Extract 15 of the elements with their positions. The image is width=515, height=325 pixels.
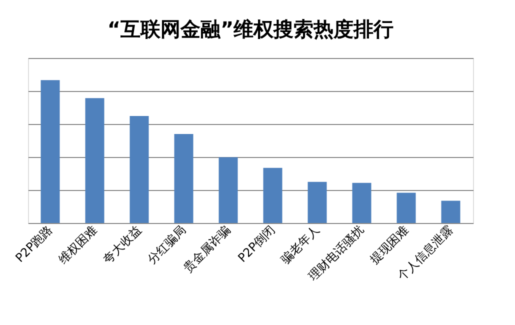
bar [40, 80, 60, 223]
bar [218, 157, 238, 223]
bar [130, 116, 149, 223]
bar [352, 182, 372, 223]
bar [85, 98, 104, 223]
bar [174, 134, 194, 223]
bar [441, 200, 460, 223]
chart-title: “互联网金融”维权搜索热度排行 [107, 17, 394, 41]
x-tick-label: P2P倒闭 [235, 222, 278, 266]
x-tick-label: 夸大收益 [100, 222, 144, 266]
x-tick-label: P2P跑路 [12, 222, 56, 266]
x-tick-label: 维权困难 [56, 222, 100, 266]
bar [263, 168, 282, 223]
bar [308, 182, 327, 223]
bar [396, 192, 416, 223]
